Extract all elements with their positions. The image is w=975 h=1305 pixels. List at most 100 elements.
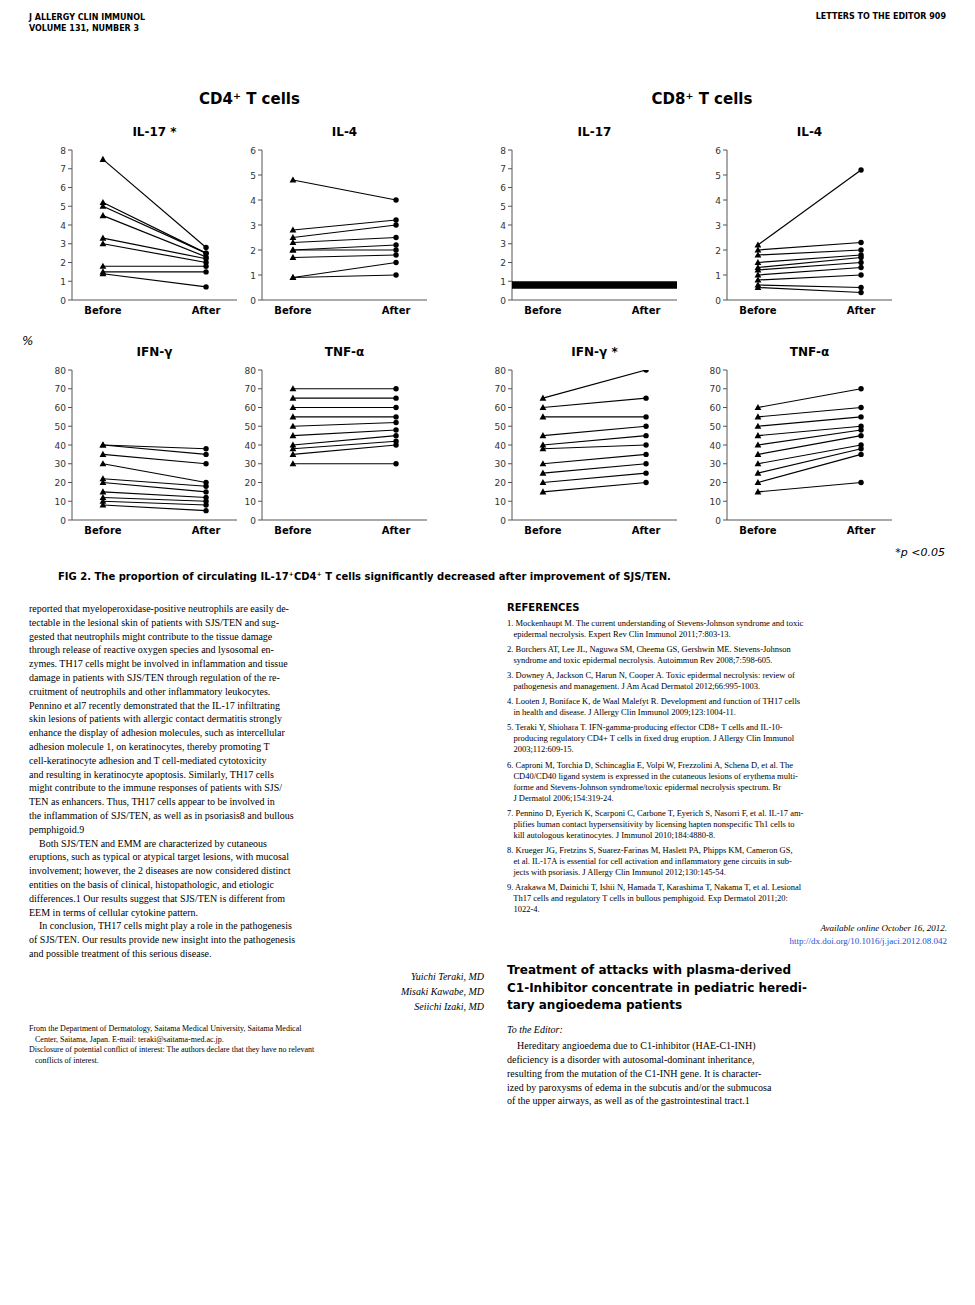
marker-after xyxy=(393,272,398,277)
y-tick-label: 10 xyxy=(495,497,507,507)
pair-line xyxy=(758,483,861,492)
y-tick-label: 50 xyxy=(710,422,722,432)
y-tick xyxy=(508,206,512,207)
marker-before xyxy=(755,413,762,419)
x-tick-label: Before xyxy=(84,305,122,316)
y-tick xyxy=(508,300,512,301)
y-tick xyxy=(723,426,727,427)
marker-after xyxy=(858,260,863,265)
y-tick xyxy=(68,520,72,521)
marker-after xyxy=(858,285,863,290)
marker-before xyxy=(290,445,297,451)
marker-before xyxy=(290,460,297,466)
y-tick-label: 20 xyxy=(710,478,722,488)
marker-before xyxy=(100,263,107,269)
y-tick xyxy=(258,150,262,151)
pair-line xyxy=(293,180,396,200)
marker-before xyxy=(540,413,547,419)
y-tick xyxy=(723,300,727,301)
y-tick-label: 2 xyxy=(250,246,256,256)
pair-line xyxy=(103,274,206,287)
y-axis-line xyxy=(72,370,73,520)
y-tick-label: 7 xyxy=(500,164,506,174)
y-tick xyxy=(258,388,262,389)
marker-before xyxy=(540,460,547,466)
y-tick xyxy=(508,243,512,244)
y-tick xyxy=(258,175,262,176)
y-tick xyxy=(68,243,72,244)
subplot-title: IL-17 xyxy=(578,125,612,139)
marker-before xyxy=(100,451,107,457)
x-tick-label: After xyxy=(632,525,661,536)
y-tick xyxy=(258,407,262,408)
y-axis-line xyxy=(512,370,513,520)
y-tick-label: 0 xyxy=(250,516,256,526)
marker-after xyxy=(858,386,863,391)
pair-line xyxy=(758,170,861,245)
x-tick-label: After xyxy=(192,305,221,316)
reference: 2. Borchers AT, Lee JL, Naguwa SM, Cheem… xyxy=(507,644,947,666)
header-right: LETTERS TO THE EDITOR 909 xyxy=(816,12,946,21)
marker-before xyxy=(755,451,762,457)
y-tick xyxy=(723,275,727,276)
x-tick-label: Before xyxy=(739,305,777,316)
marker-after xyxy=(858,247,863,252)
pair-line xyxy=(103,203,206,254)
x-tick-label: Before xyxy=(524,305,562,316)
marker-after xyxy=(393,427,398,432)
y-tick xyxy=(258,370,262,371)
marker-after xyxy=(393,197,398,202)
marker-after xyxy=(643,424,648,429)
y-axis-line xyxy=(262,370,263,520)
y-tick-label: 80 xyxy=(710,366,722,376)
marker-before xyxy=(755,432,762,438)
y-tick-label: 5 xyxy=(715,171,721,181)
y-tick xyxy=(508,187,512,188)
marker-after xyxy=(858,290,863,295)
pair-line xyxy=(103,216,206,257)
y-tick xyxy=(258,520,262,521)
y-tick-label: 20 xyxy=(245,478,257,488)
y-tick xyxy=(68,501,72,502)
subplot-title: IFN-γ * xyxy=(571,345,618,359)
marker-after xyxy=(858,265,863,270)
y-tick-label: 1 xyxy=(715,271,721,281)
group-title: CD4⁺ T cells xyxy=(199,90,300,108)
pair-line xyxy=(293,225,396,238)
marker-before xyxy=(290,239,297,245)
x-axis-line xyxy=(512,520,677,521)
x-axis-line xyxy=(727,300,892,301)
affiliation: From the Department of Dermatology, Sait… xyxy=(29,1024,484,1067)
x-tick-label: Before xyxy=(274,305,312,316)
marker-after xyxy=(203,489,208,494)
pair-line xyxy=(758,417,861,426)
y-tick xyxy=(723,520,727,521)
y-tick-label: 0 xyxy=(500,296,506,306)
marker-after xyxy=(643,395,648,400)
y-axis-line xyxy=(262,150,263,300)
pair-line xyxy=(293,463,396,464)
subplot-title: IL-17 * xyxy=(132,125,177,139)
y-tick-label: 60 xyxy=(495,403,507,413)
to-editor: To the Editor: xyxy=(507,1024,947,1035)
pair-line xyxy=(103,445,206,454)
pair-line xyxy=(543,473,646,482)
pair-line xyxy=(543,416,646,417)
pair-line xyxy=(293,238,396,243)
marker-before xyxy=(290,413,297,419)
marker-before xyxy=(290,246,297,252)
subplot: IL-17012345678BeforeAfter xyxy=(500,125,677,316)
plot-area xyxy=(755,386,864,494)
marker-after xyxy=(203,502,208,507)
y-tick xyxy=(258,250,262,251)
marker-before xyxy=(290,246,297,252)
x-axis-line xyxy=(262,520,427,521)
pair-line xyxy=(293,430,396,436)
y-tick-label: 30 xyxy=(710,459,722,469)
pair-line xyxy=(758,408,861,417)
x-axis-line xyxy=(262,300,427,301)
marker-after xyxy=(858,405,863,410)
subplot-title: TNF-α xyxy=(790,345,829,359)
pair-line xyxy=(293,263,396,278)
y-tick-label: 30 xyxy=(495,459,507,469)
